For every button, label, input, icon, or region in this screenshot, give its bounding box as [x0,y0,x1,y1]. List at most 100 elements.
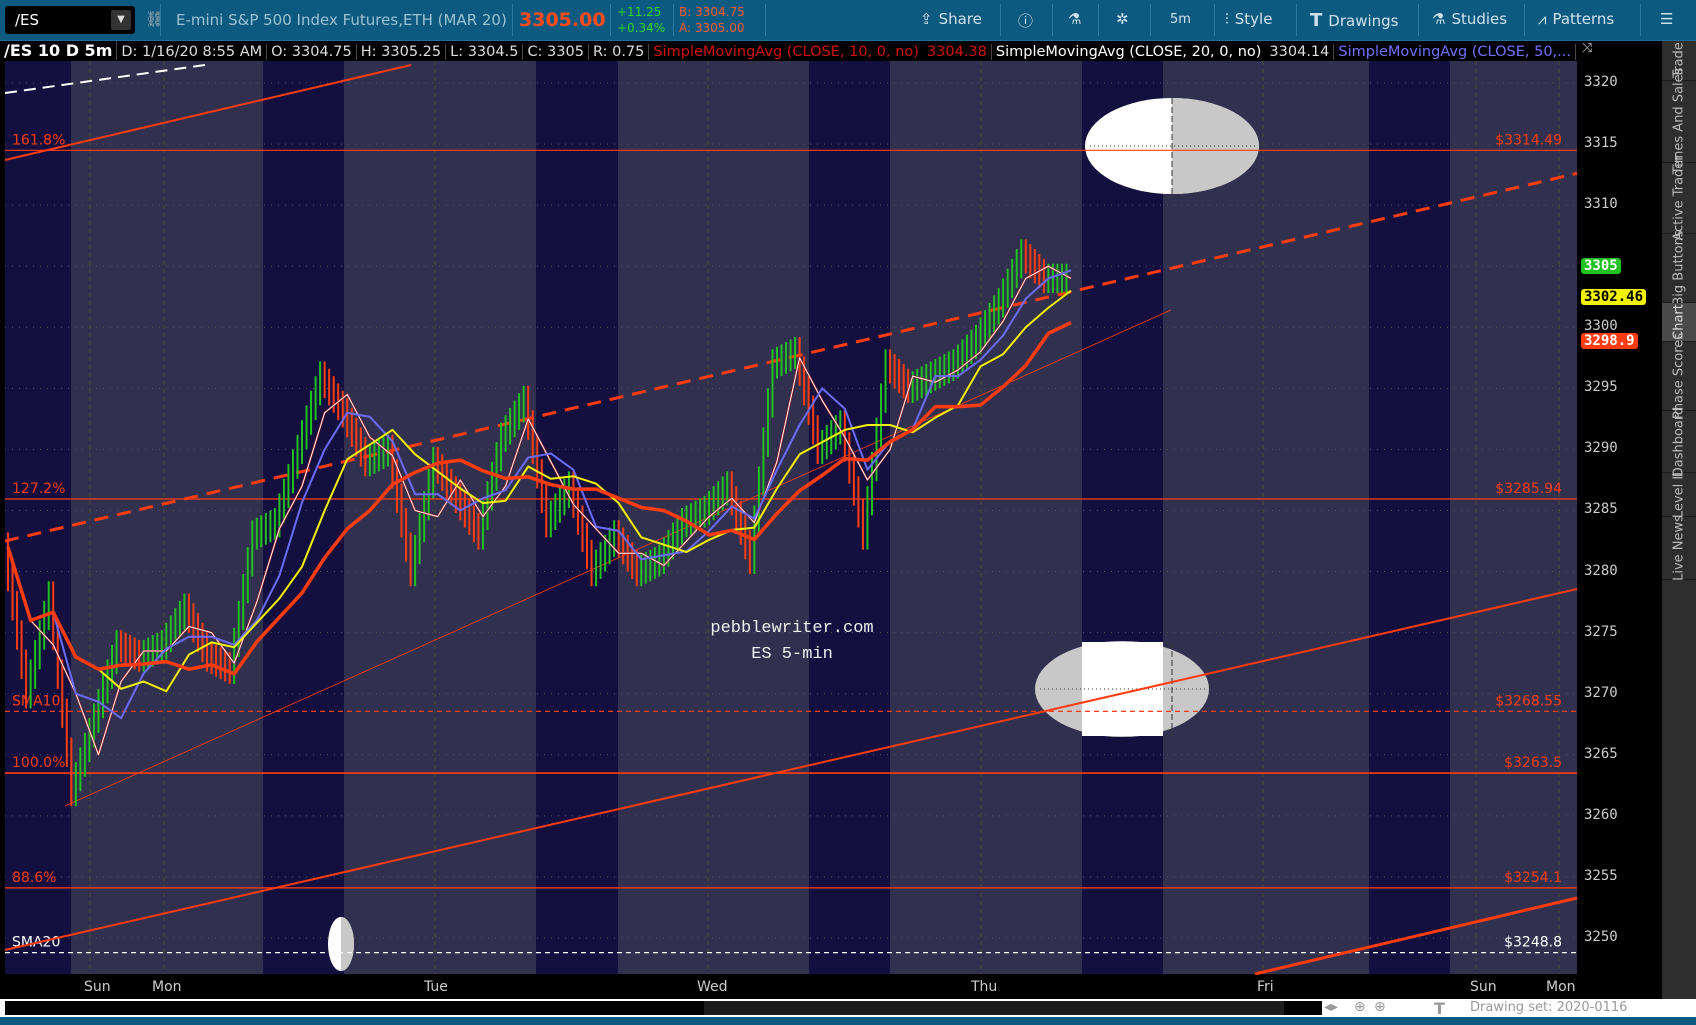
pan-icon[interactable]: ◂▸ [1324,999,1339,1015]
bar-close: C: 3305 [523,44,589,60]
session-band [1369,61,1450,974]
menu-button[interactable]: ☰ [1660,10,1673,28]
session-band [344,61,536,974]
flask-button[interactable]: ⚗ [1068,10,1081,28]
level-label: SMA10 [12,693,60,709]
sidebar-tab-active-trader[interactable]: Active Trader [1662,156,1696,241]
text-tool-icon: T [1310,10,1323,31]
symbol-selector[interactable]: /ES ▼ [5,6,135,34]
sma20-label: SimpleMovingAvg (CLOSE, 20, 0, no) [995,44,1262,60]
list-icon: ☰ [1660,10,1674,28]
candlestick-icon: ⫶ [1225,10,1229,28]
sidebar-tab-level-ii[interactable]: Level II [1662,472,1696,518]
bottom-strip [0,1017,1696,1025]
bar-open: O: 3304.75 [267,44,357,60]
session-band [1450,61,1577,974]
trendline-white [4,64,206,94]
price-badge: 3302.46 [1581,289,1647,306]
right-sidebar: Trade Times And Sales Active Trader Big But… [1662,41,1696,1001]
symbol-value: /ES [15,11,40,29]
text-tool-icon[interactable]: T [1434,999,1445,1018]
time-label: Sun [1470,979,1497,995]
style-label: Style [1234,10,1273,28]
sidebar-tab-times-and-sales[interactable]: Times And Sales [1662,68,1696,175]
sma10-value: 3304.38 [922,44,992,60]
crosshair-icon[interactable]: ⊕ [1354,999,1366,1015]
sidebar-tab-dashboard[interactable]: Dashboard [1662,406,1696,477]
highlight-ellipse-center [1082,642,1163,736]
sma20-value: 3304.14 [1265,44,1335,60]
price-tick: 3260 [1584,806,1618,823]
sma20-line [7,265,1072,756]
axis-toggle-icon[interactable]: ⤨ [1582,41,1593,56]
net-change: +11.25 +0.34% [617,4,665,36]
sidebar-tab-big-buttons[interactable]: Big Buttons [1662,231,1696,306]
bar-low: L: 3304.5 [446,44,524,60]
price-tick: 3275 [1584,623,1618,640]
level-value: $3268.55 [1495,693,1562,709]
level-value: $3248.8 [1504,935,1562,951]
level-label: 100.0% [12,755,65,771]
price-chart[interactable]: 161.8% $3314.49 127.2% $3285.94 SMA10 $3268.5… [0,41,1578,975]
drawings-label: Drawings [1328,12,1399,30]
level-label: 161.8% [12,132,65,148]
time-label: Mon [152,979,182,995]
patterns-icon: ⩘ [1538,10,1547,28]
chart-title: /ES 10 D 5m [0,41,118,60]
highlight-ellipse-shade [1172,98,1259,194]
price-tick: 3310 [1584,196,1618,213]
time-axis: Sun Mon Tue Wed Thu Fri Sun Mon [0,975,1578,999]
time-label: Sun [84,979,111,995]
link-icon[interactable]: ⛓ [145,10,165,28]
sidebar-tab-trade[interactable]: Trade [1662,41,1696,81]
chart-info-bar: /ES 10 D 5m D: 1/16/20 8:55 AM O: 3304.75 H… [0,41,1578,61]
price-tick: 3315 [1584,135,1618,152]
sma50-label: SimpleMovingAvg (CLOSE, 50,... [1334,44,1576,60]
chevron-down-icon[interactable]: ▼ [111,10,131,30]
time-label: Thu [971,979,998,995]
session-band [1082,61,1163,974]
studies-button[interactable]: ⚗ Studies [1432,10,1507,28]
level-label: 127.2% [12,481,65,497]
bid-value: B: 3304.75 [679,5,745,19]
drawing-set-label[interactable]: Drawing set: 2020-0116 [1470,1000,1628,1015]
price-axis[interactable]: ⤨ 3320 3315 3310 3305 3300 3295 3290 3285 3280 32… [1578,41,1658,975]
zoom-icon[interactable]: ⊕ [1374,999,1386,1015]
session-band [809,61,890,974]
bar-date: D: 1/16/20 8:55 AM [117,44,268,60]
price-tick: 3320 [1584,74,1618,90]
price-tick: 3295 [1584,379,1618,396]
price-tick: 3280 [1584,562,1618,579]
scroll-thumb[interactable] [704,1001,1284,1015]
gear-icon: ✲ [1116,10,1129,28]
studies-label: Studies [1451,10,1508,28]
patterns-button[interactable]: ⩘ Patterns [1538,10,1614,28]
level-value: $3263.5 [1504,755,1562,771]
yellow-ma-line [7,289,1072,693]
time-label: Tue [424,979,448,995]
sidebar-tab-phase-scores[interactable]: Phase Scores [1662,333,1696,419]
ask-value: A: 3305.00 [679,21,745,35]
info-button[interactable]: ⓘ [1018,10,1033,31]
session-band [890,61,1082,974]
drawings-button[interactable]: T Drawings [1310,10,1398,31]
session-band [263,61,344,974]
sidebar-tab-live-news[interactable]: Live News [1662,515,1696,581]
settings-button[interactable]: ✲ [1116,10,1129,28]
price-tick: 3290 [1584,440,1618,457]
level-label: 88.6% [12,870,56,886]
share-button[interactable]: ⇪ Share [920,10,982,28]
sidebar-tab-chart[interactable]: Chart [1662,303,1696,343]
channel-line [1254,896,1578,975]
style-button[interactable]: ⫶ Style [1225,10,1272,28]
flask-icon: ⚗ [1432,10,1446,28]
bar-range: R: 0.75 [588,44,650,60]
price-tick: 3250 [1584,928,1618,945]
patterns-label: Patterns [1552,10,1615,28]
info-icon: ⓘ [1018,12,1034,30]
red-ma-line [6,321,1072,676]
level-value: $3285.94 [1495,481,1562,497]
timeframe-button[interactable]: 5m [1170,12,1191,27]
chart-scrollbar[interactable]: ◂▸ ⊕ ⊕ T Drawing set: 2020-0116 [0,999,1696,1018]
change-percent: +0.34% [617,21,666,35]
